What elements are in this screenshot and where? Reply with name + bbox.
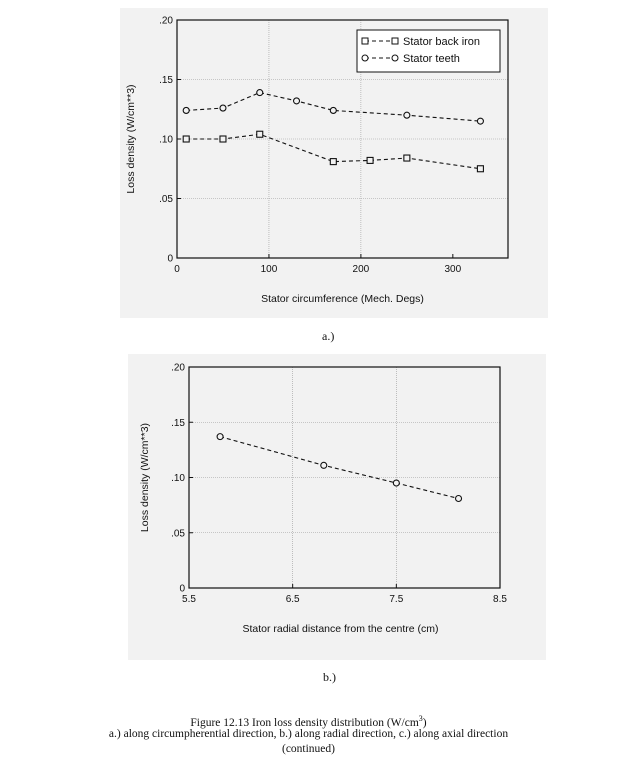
chart-a-x-tick-label: 0 [174,264,180,275]
chart-a-legend-marker-0 [361,37,369,45]
chart-a-x-tick-label: 200 [353,264,370,275]
chart-a-legend-marker-1 [391,54,399,62]
panel-label-a: a.) [322,329,335,343]
chart-b-series-0-line [219,436,459,500]
chart-a-y-tick-label: .20 [159,16,173,27]
chart-a-series-0-point [403,154,411,162]
chart-a-y-tick-label: .15 [159,75,173,86]
chart-b-x-axis-title: Stator radial distance from the centre (… [242,623,438,635]
chart-a-series-1-point [329,106,337,114]
chart-b-x-tick-label: 7.5 [389,594,403,605]
chart-a-series-1-point [403,111,411,119]
chart-b-y-tick-label: 0 [179,584,185,595]
panel-label-b: b.) [323,670,336,684]
chart-a-y-axis-title: Loss density (W/cm**3) [125,84,137,193]
chart-b-x-tick-label: 8.5 [493,594,507,605]
chart-a-series-0-point [476,165,484,173]
chart-panel-a: 0 100 200 300 0 .05 .10 .15 .20 Stator circumfere… [120,8,548,318]
chart-a-series-1-point [219,104,227,112]
figure-caption-title: Figure 12.13 Iron loss density distribut… [0,712,617,730]
chart-a-x-tick-label: 100 [261,264,278,275]
figure-caption-description: a.) along circumpherential direction, b.… [108,728,509,740]
chart-a-series-1-point [256,89,264,97]
chart-b-x-tick-label: 6.5 [286,594,300,605]
chart-a-x-tick-label: 300 [444,264,461,275]
caption-title-end: ) [422,716,427,729]
caption-title-text: Figure 12.13 Iron loss density distribut… [190,716,419,729]
chart-a-y-tick-label: .10 [159,135,173,146]
chart-b-series-0-point [320,461,328,469]
chart-a-legend-label-0: Stator back iron [403,36,480,48]
chart-a-x-axis-title: Stator circumference (Mech. Degs) [261,293,424,305]
chart-a-series-0-point [182,135,190,143]
chart-a-series-1-line [186,92,481,122]
chart-b-svg: 5.5 6.5 7.5 8.5 0 .05 .10 .15 .20 Stator radial d… [139,363,507,636]
chart-b-series-0-point [216,433,224,441]
chart-a-legend-box [356,29,501,73]
figure-caption-continued: (continued) [281,743,335,755]
chart-a-svg: 0 100 200 300 0 .05 .10 .15 .20 Stator circumfere… [125,16,509,305]
chart-a-series-1-point [292,97,301,105]
chart-b-y-tick-label: .10 [171,473,185,484]
chart-a-legend-label-1: Stator teeth [403,53,460,65]
chart-b-y-tick-label: .20 [171,363,185,374]
chart-b-y-axis-title: Loss density (W/cm**3) [139,423,151,532]
chart-b-series-0-point [392,479,400,487]
chart-b-series-0-point [454,494,463,503]
chart-a-series-1-point [476,117,484,125]
chart-a-series-0-point [256,130,264,138]
chart-panel-b: 5.5 6.5 7.5 8.5 0 .05 .10 .15 .20 Stator radial d… [128,354,546,660]
chart-b-x-tick-label: 5.5 [182,594,196,605]
chart-a-series-1-point [182,106,190,114]
chart-a-y-tick-label: .05 [159,194,173,205]
caption-superscript: 3 [418,714,423,723]
chart-a-y-tick-label: 0 [167,254,173,265]
chart-a-series-0-point [366,156,374,164]
chart-a-legend-marker-1 [361,54,369,62]
chart-b-y-tick-label: .05 [171,528,185,539]
chart-b-y-tick-label: .15 [171,418,185,429]
chart-a-legend-marker-0 [391,37,399,45]
chart-a-series-0-point [329,158,337,166]
chart-a-series-0-point [219,135,227,143]
